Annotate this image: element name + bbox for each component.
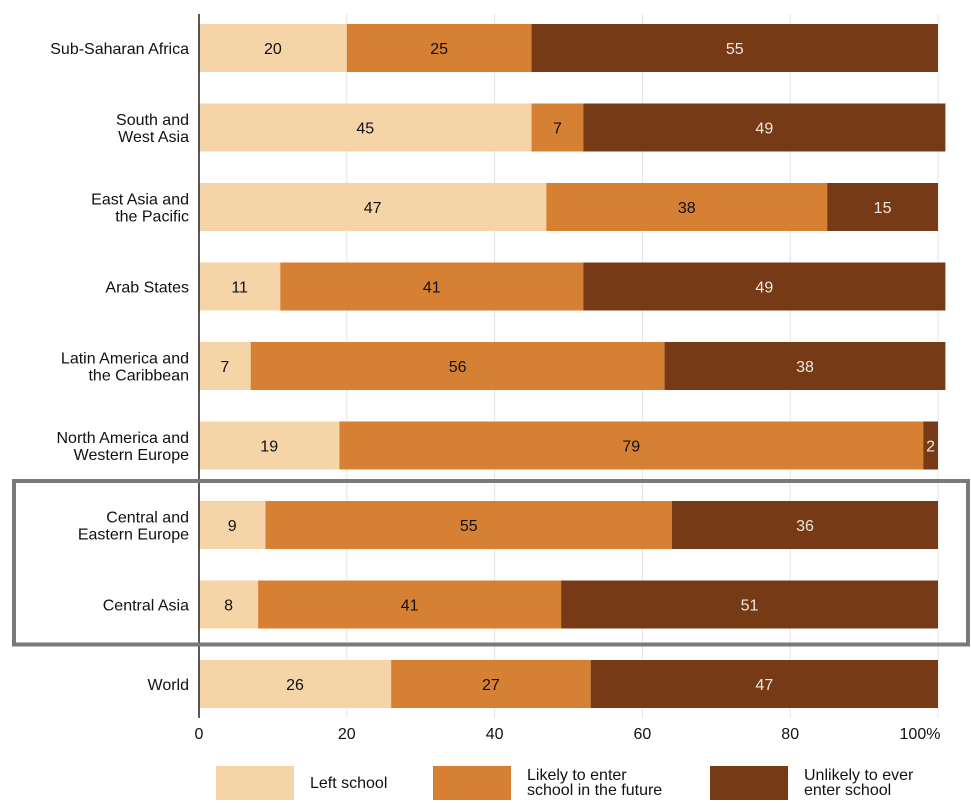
data-label: 15	[874, 200, 892, 217]
category-label: North America and Western Europe	[56, 430, 189, 464]
data-label: 27	[482, 677, 500, 694]
bar-segment	[199, 501, 266, 549]
data-label: 79	[622, 439, 640, 456]
data-label: 49	[755, 121, 773, 138]
legend-item: Likely to enter school in the future	[433, 766, 662, 800]
data-label: 41	[401, 598, 419, 615]
x-tick-label: 20	[338, 726, 356, 743]
bar-segment	[258, 580, 562, 629]
x-tick-label: 40	[486, 726, 504, 743]
bar-segment	[199, 24, 347, 72]
legend-item: Left school	[216, 766, 387, 800]
category-label: Arab States	[105, 280, 189, 297]
x-tick-label: 0	[195, 726, 204, 743]
bar-segment	[531, 24, 938, 72]
bar-segment	[199, 580, 259, 629]
data-label: 49	[755, 280, 773, 297]
bar-segment	[590, 660, 938, 708]
data-label: 7	[553, 121, 562, 138]
bar-segment	[583, 103, 946, 152]
data-label: 56	[449, 359, 467, 376]
bar-segment	[561, 580, 938, 629]
data-label: 26	[286, 677, 304, 694]
legend-swatch	[710, 766, 788, 800]
x-tick-label: 60	[634, 726, 652, 743]
data-label: 47	[364, 200, 382, 217]
data-label: 38	[678, 200, 696, 217]
data-label: 41	[423, 280, 441, 297]
highlight-box	[12, 479, 970, 647]
bar-segment	[199, 262, 281, 311]
data-label: 9	[228, 518, 237, 535]
data-label: 19	[260, 439, 278, 456]
legend-label: Likely to enter school in the future	[527, 767, 663, 799]
legend-swatch	[433, 766, 511, 800]
legend-item: Unlikely to ever enter school	[710, 766, 913, 800]
data-label: 38	[796, 359, 814, 376]
data-label: 51	[741, 598, 759, 615]
data-label: 20	[264, 41, 282, 58]
bar-segment	[583, 262, 946, 311]
bar-segment	[923, 421, 938, 470]
bar-segment	[531, 103, 584, 152]
data-label: 47	[755, 677, 773, 694]
category-label: Latin America and the Caribbean	[61, 351, 189, 385]
bar-segment	[265, 501, 672, 549]
category-label: Sub-Saharan Africa	[50, 41, 189, 58]
bar-segment	[199, 342, 251, 390]
category-label: East Asia and the Pacific	[91, 192, 189, 226]
data-label: 55	[726, 41, 744, 58]
data-label: 11	[231, 280, 248, 297]
x-tick-label: 100%	[900, 726, 941, 743]
data-label: 45	[356, 121, 374, 138]
bar-segment	[346, 24, 532, 72]
legend-label: Left school	[310, 774, 388, 792]
bar-segment	[391, 660, 591, 708]
bar-segment	[339, 421, 924, 470]
category-label: Central Asia	[103, 598, 189, 615]
bar-segment	[199, 660, 392, 708]
category-label: South and West Asia	[116, 112, 189, 146]
bar-segment	[250, 342, 665, 390]
legend-label: Unlikely to ever enter school	[804, 767, 914, 799]
bar-segment	[827, 183, 938, 231]
data-label: 7	[220, 359, 229, 376]
bar-segment	[664, 342, 946, 390]
data-label: 25	[430, 41, 448, 58]
category-label: Central and Eastern Europe	[78, 510, 189, 544]
x-tick-label: 80	[781, 726, 799, 743]
data-label: 8	[224, 598, 233, 615]
data-label: 36	[796, 518, 814, 535]
legend-swatch	[216, 766, 294, 800]
bar-segment	[280, 262, 584, 311]
bar-segment	[671, 501, 938, 549]
data-label: 55	[460, 518, 478, 535]
bar-segment	[199, 183, 547, 231]
bar-segment	[199, 421, 340, 470]
bar-segment	[199, 103, 532, 152]
category-label: World	[148, 677, 190, 694]
bar-segment	[546, 183, 828, 231]
data-label: 2	[926, 439, 935, 456]
